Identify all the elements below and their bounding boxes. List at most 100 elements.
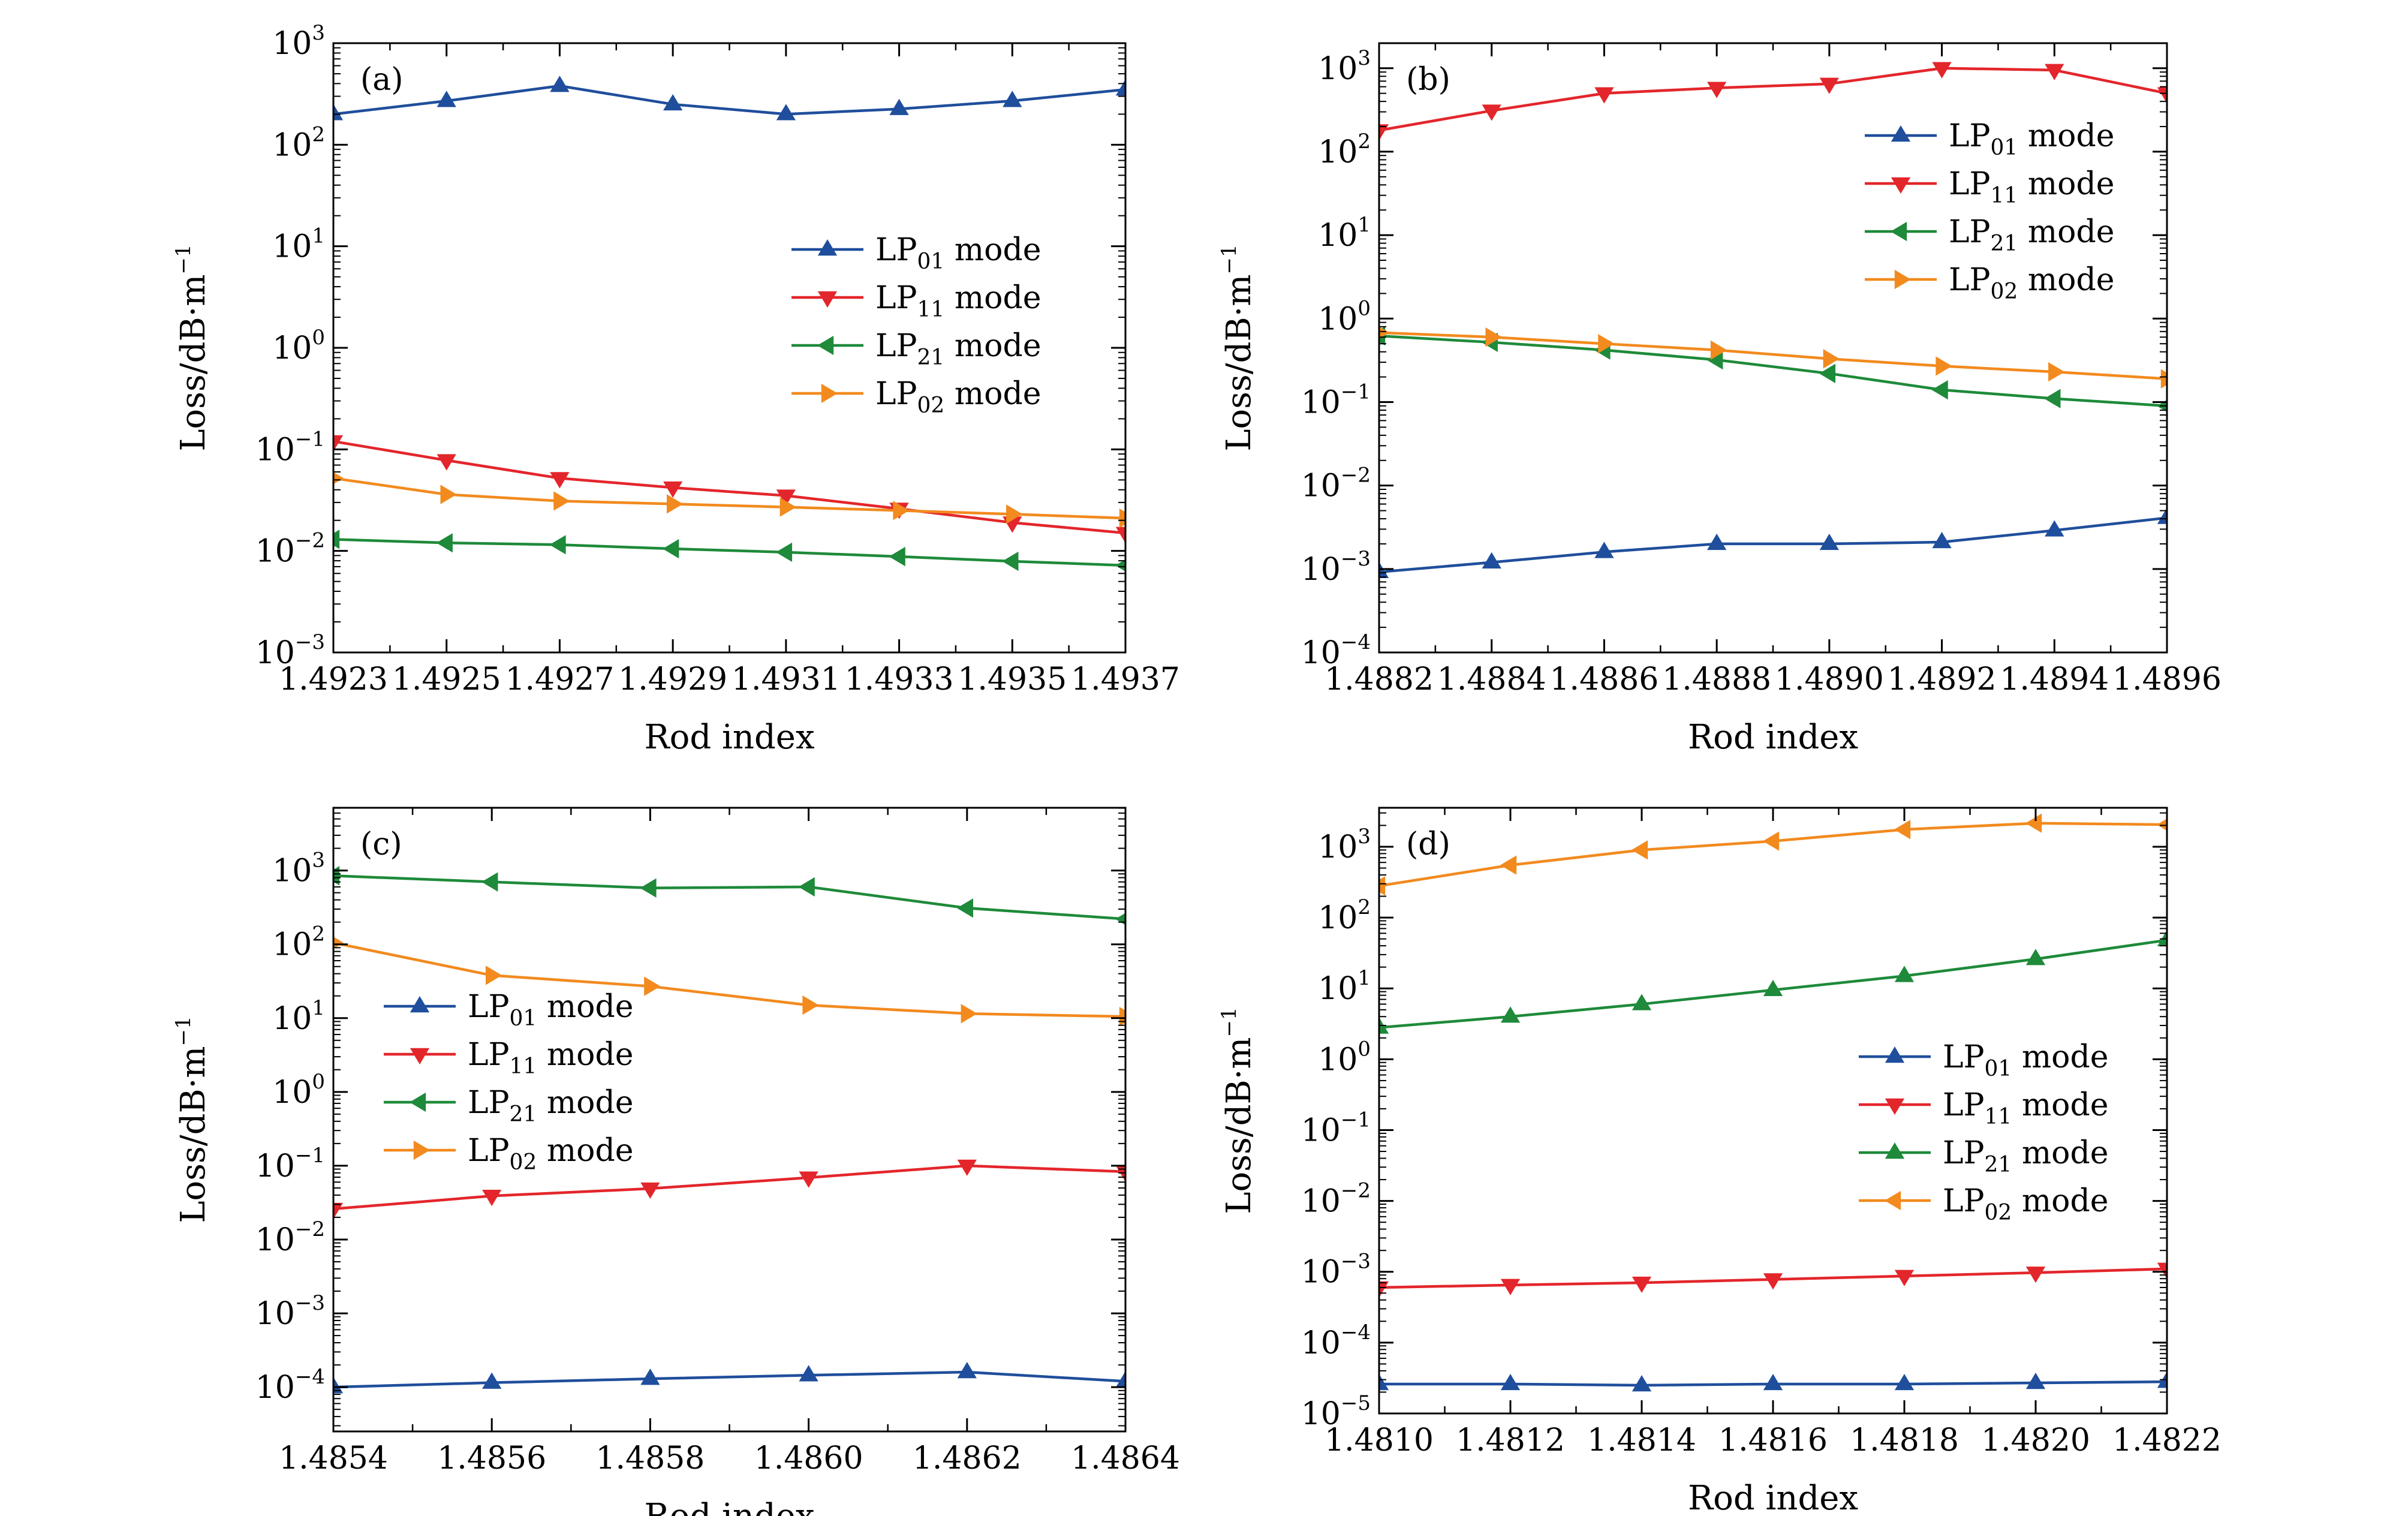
data-point-LP21-1	[481, 872, 498, 892]
series-line-LP11	[1379, 67, 2167, 132]
series-LP11	[1379, 62, 2167, 141]
legend-marker	[1891, 177, 1911, 194]
data-point-LP21-2	[549, 535, 566, 555]
data-point-LP01-4	[776, 104, 796, 121]
x-tick-label: 1.4856	[437, 1440, 546, 1476]
y-tick-label: 101	[272, 996, 325, 1037]
series-LP02	[333, 472, 1125, 528]
data-point-LP02-3	[666, 494, 684, 514]
series-LP02	[333, 936, 1125, 1027]
y-tick-label: 101	[272, 224, 325, 265]
legend-label: LP11 mode	[1949, 166, 2115, 208]
y-tick-label: 100	[272, 1070, 325, 1111]
data-point-LP02-0	[1379, 876, 1386, 896]
x-tick-label: 1.4929	[618, 661, 727, 697]
legend: LP01 mode LP11 mode LP21 mode LP02 mode	[1865, 118, 2115, 304]
y-tick-label: 100	[1318, 296, 1371, 337]
series-LP21	[333, 530, 1125, 571]
legend: LP01 mode LP11 mode LP21 mode LP02 mode	[1859, 1039, 2109, 1225]
panel-label: (c)	[360, 826, 402, 862]
data-point-LP01-4	[1819, 533, 1840, 551]
panel-label: (d)	[1406, 826, 1450, 862]
legend-marker	[1891, 125, 1911, 142]
data-point-LP01-0	[1379, 561, 1389, 579]
data-point-LP01-3	[663, 94, 683, 111]
series-LP02	[1379, 813, 2167, 896]
legend: LP01 mode LP11 mode LP21 mode LP02 mode	[384, 989, 634, 1175]
y-tick-label: 103	[272, 849, 325, 889]
series-LP21	[1379, 930, 2167, 1034]
plot-frame	[332, 807, 1127, 1433]
y-tick-label: 102	[272, 122, 325, 163]
data-point-LP01-4	[1894, 1373, 1915, 1391]
data-point-LP21-6	[2157, 930, 2167, 946]
legend-marker	[1885, 1142, 1905, 1159]
x-tick-label: 1.4923	[279, 661, 388, 697]
legend-label: LP21 mode	[468, 1085, 634, 1127]
x-tick-label: 1.4822	[2112, 1422, 2222, 1458]
data-point-LP02-0	[333, 936, 344, 949]
data-point-LP02-3	[802, 995, 819, 1015]
x-axis-title: Rod index	[644, 718, 814, 757]
data-point-LP02-0	[1379, 326, 1389, 339]
data-point-LP01-0	[333, 1377, 344, 1394]
x-axis-title: Rod index	[644, 1497, 814, 1516]
data-point-LP02-2	[553, 491, 570, 511]
y-tick-label: 10−1	[1301, 380, 1371, 420]
legend-marker	[817, 239, 838, 256]
data-point-LP11-1	[437, 454, 456, 471]
y-tick-label: 101	[1318, 966, 1371, 1007]
data-point-LP01-2	[640, 1368, 660, 1385]
y-tick-label: 103	[272, 21, 325, 62]
legend: LP01 mode LP11 mode LP21 mode LP02 mode	[791, 232, 1042, 418]
x-tick-label: 1.4890	[1775, 661, 1884, 697]
data-point-LP02-7	[2160, 369, 2167, 389]
series-LP11	[1379, 1262, 2167, 1298]
data-point-LP21-4	[1819, 363, 1836, 383]
y-tick-label: 10−3	[255, 1291, 325, 1332]
data-point-LP01-7	[2157, 507, 2167, 524]
data-point-LP01-5	[889, 98, 909, 115]
y-tick-label: 10−2	[255, 529, 325, 570]
data-point-LP21-4	[956, 898, 973, 918]
data-point-LP02-6	[2157, 819, 2167, 831]
x-tick-label: 1.4860	[754, 1440, 863, 1476]
data-point-LP01-3	[799, 1365, 818, 1382]
x-tick-label: 1.4862	[913, 1440, 1022, 1476]
x-tick-label: 1.4935	[958, 661, 1067, 697]
data-point-LP11-0	[333, 435, 344, 452]
data-point-LP02-2	[644, 976, 661, 996]
data-point-LP02-4	[961, 1004, 977, 1024]
data-point-LP02-6	[1006, 504, 1023, 524]
data-point-LP21-1	[436, 533, 453, 553]
y-tick-label: 102	[1318, 895, 1371, 936]
data-point-LP11-7	[1115, 527, 1125, 543]
series-LP11	[333, 1159, 1125, 1219]
legend-marker	[410, 1048, 430, 1064]
legend-marker	[410, 1092, 426, 1112]
y-axis-title: Loss/dB·m−1	[171, 244, 213, 451]
data-point-LP02-5	[893, 501, 910, 521]
data-point-LP02-4	[779, 497, 796, 517]
legend-marker	[1885, 1046, 1905, 1063]
x-tick-label: 1.4864	[1071, 1440, 1180, 1476]
data-point-LP11-6	[2045, 64, 2064, 80]
y-tick-label: 103	[1318, 46, 1371, 87]
data-point-LP01-3	[1763, 1373, 1783, 1391]
data-point-LP11-4	[776, 489, 796, 506]
data-point-LP11-7	[2157, 87, 2167, 104]
data-point-LP11-0	[1379, 1281, 1389, 1298]
data-point-LP01-1	[1482, 552, 1501, 569]
x-tick-label: 1.4814	[1587, 1422, 1696, 1458]
legend-label: LP01 mode	[1949, 118, 2115, 160]
x-tick-label: 1.4933	[845, 661, 954, 697]
data-point-LP01-2	[1594, 542, 1614, 558]
y-tick-label: 10−2	[1301, 1179, 1371, 1220]
x-tick-label: 1.4896	[2112, 661, 2222, 697]
data-point-LP01-2	[1632, 1374, 1652, 1392]
y-tick-label: 10−3	[1301, 1250, 1371, 1291]
data-point-LP02-5	[1936, 356, 1952, 376]
data-point-LP21-7	[1115, 559, 1125, 571]
data-point-LP02-3	[1763, 831, 1780, 851]
series-line-LP21	[1379, 334, 2167, 408]
